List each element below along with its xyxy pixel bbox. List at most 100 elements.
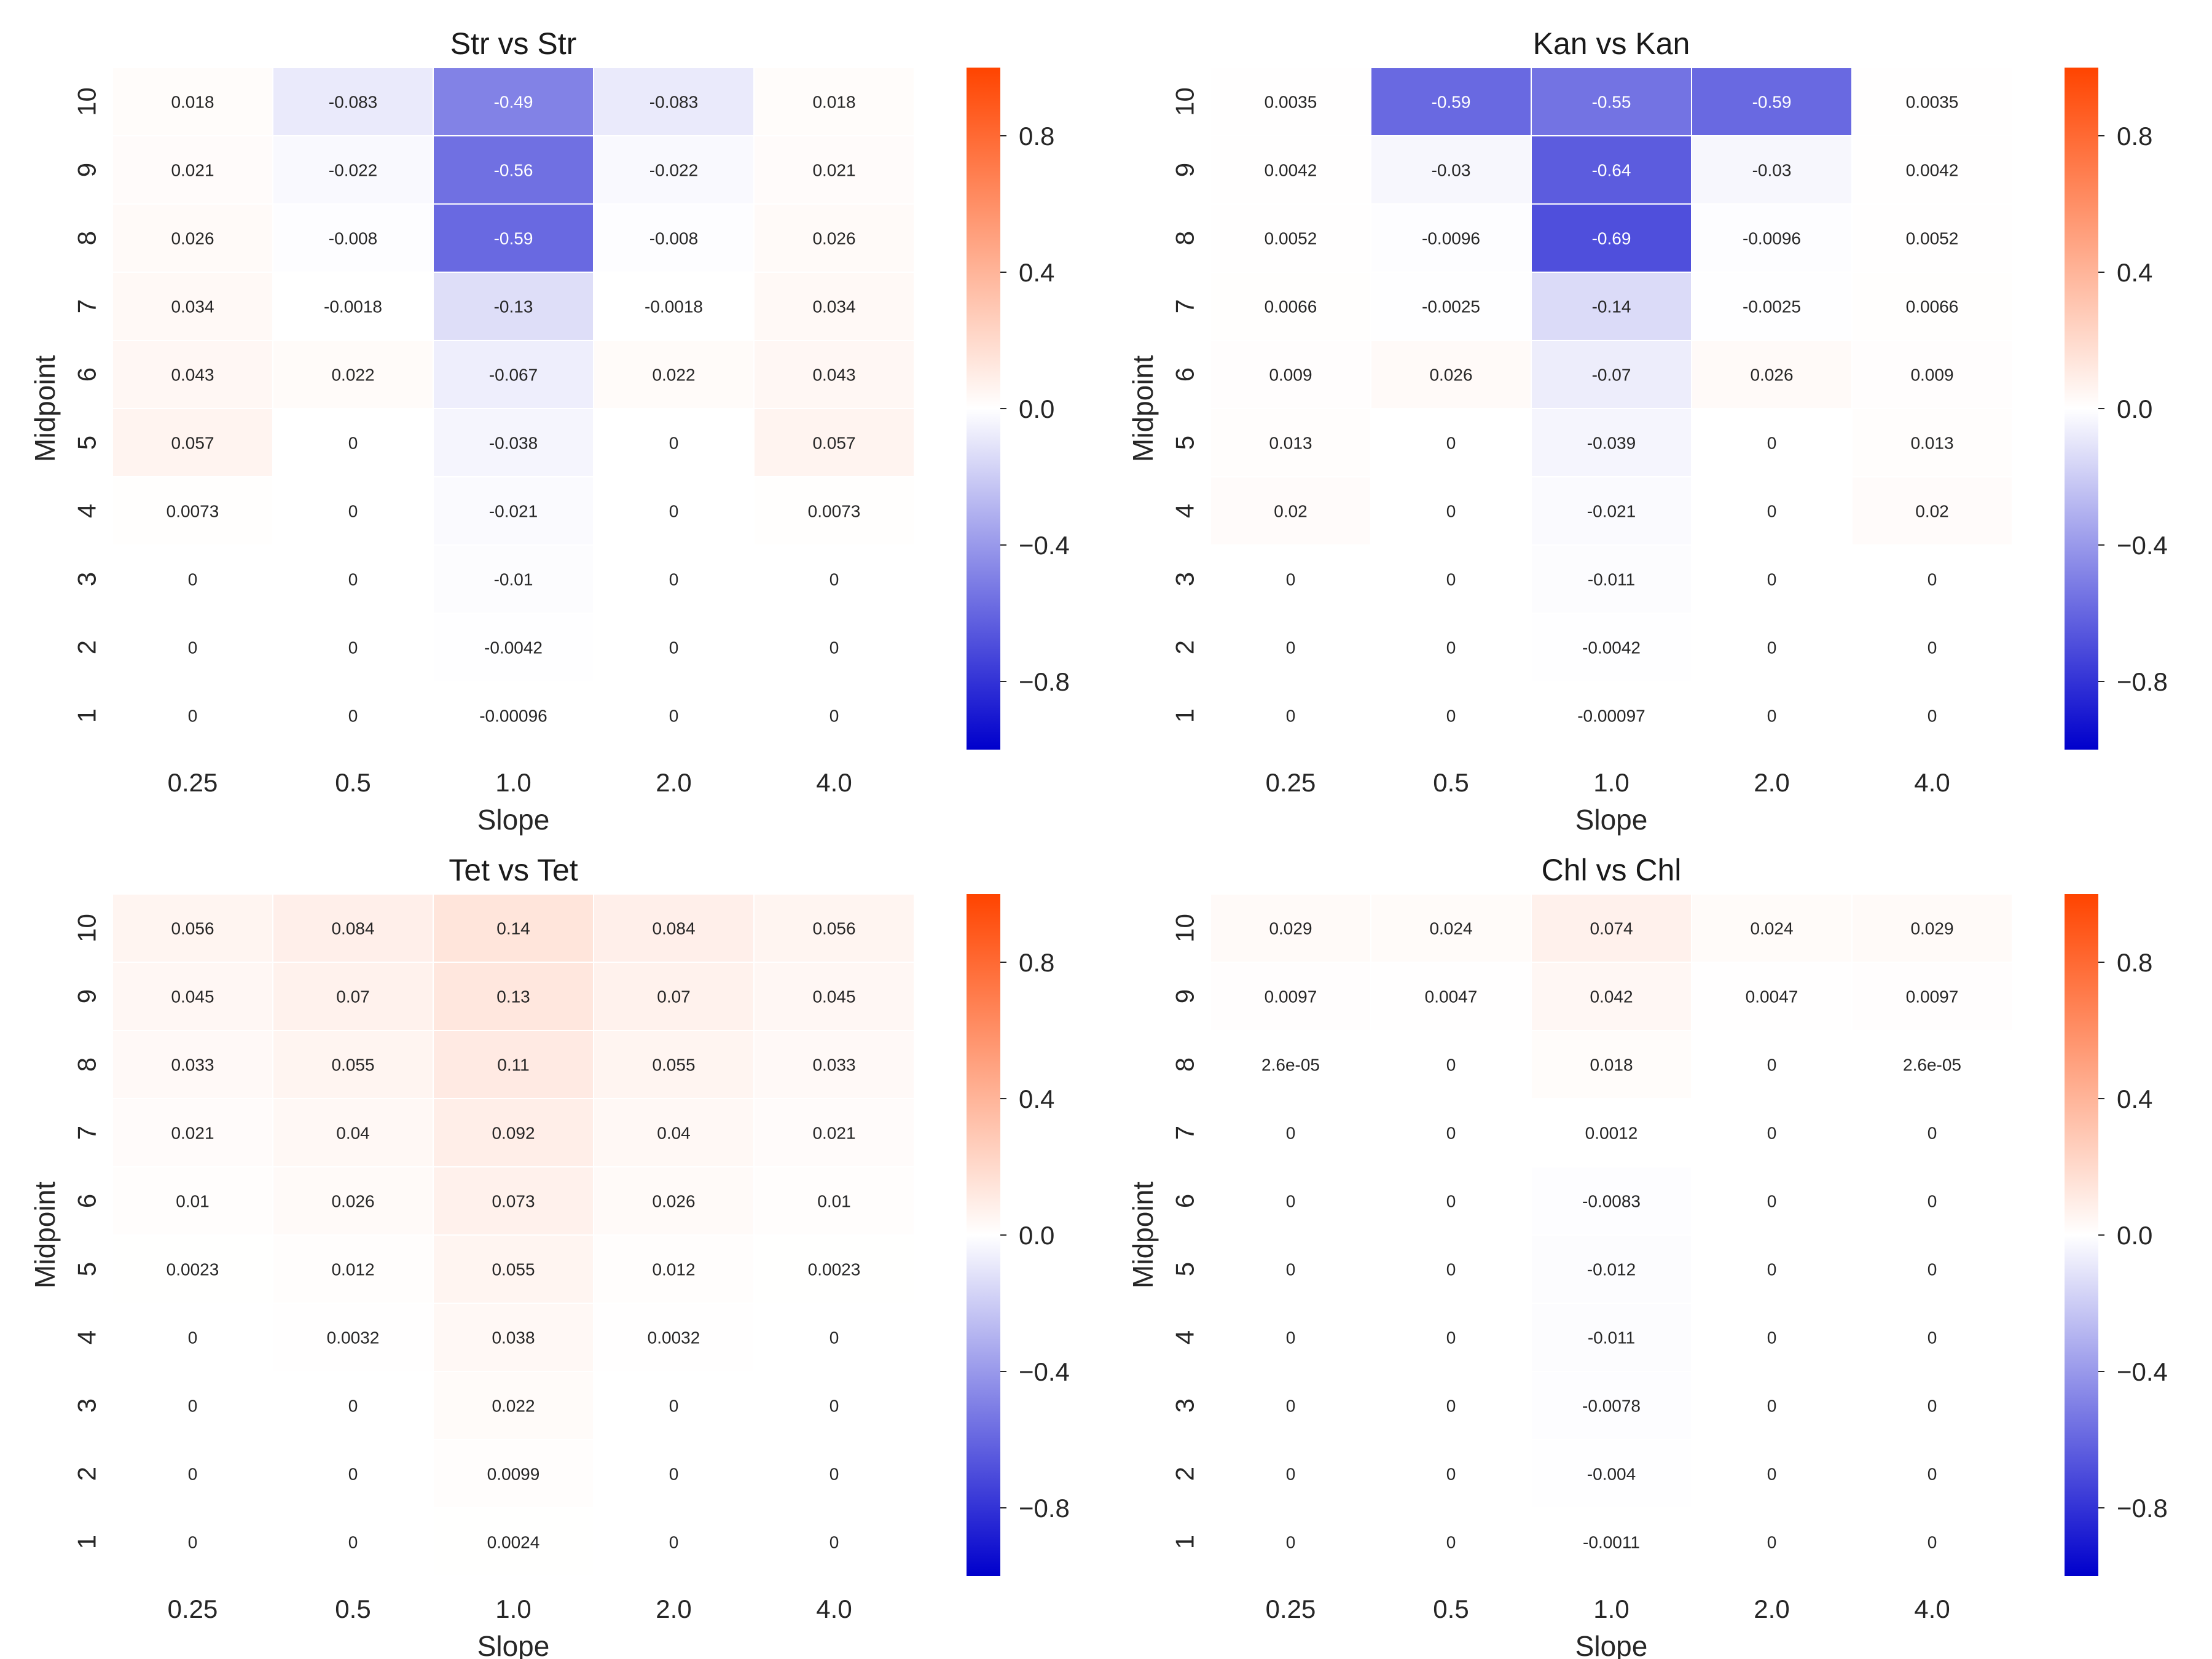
cell-value-label: -0.03 bbox=[1752, 161, 1792, 180]
cell-value-label: 0.057 bbox=[812, 434, 855, 453]
cell-value-label: 0 bbox=[1767, 1124, 1777, 1143]
heatmap-cell bbox=[593, 1030, 755, 1099]
cell-value-label: 0 bbox=[1286, 1192, 1296, 1211]
heatmap-cell bbox=[1531, 962, 1692, 1031]
x-tick-label: 4.0 bbox=[816, 1594, 852, 1623]
x-tick-label: 0.5 bbox=[1433, 1594, 1469, 1623]
cell-value-label: 0 bbox=[1286, 570, 1296, 589]
cell-value-label: 0 bbox=[830, 1397, 839, 1416]
heatmap-cell bbox=[272, 1098, 434, 1167]
heatmap-cell bbox=[593, 1234, 755, 1304]
cell-value-label: -0.039 bbox=[1587, 434, 1636, 453]
cell-value-label: 0.021 bbox=[171, 1124, 214, 1143]
heatmap-cell bbox=[112, 893, 273, 963]
cell-value-label: 0.042 bbox=[1590, 987, 1633, 1006]
colorbar bbox=[2065, 894, 2098, 1576]
cell-value-label: 0.0073 bbox=[808, 502, 861, 521]
heatmap-cell bbox=[1851, 67, 2013, 136]
cell-value-label: 0 bbox=[1928, 570, 1937, 589]
colorbar bbox=[2065, 68, 2098, 750]
cell-value-label: 0 bbox=[1446, 638, 1456, 657]
cell-value-label: 0.01 bbox=[176, 1192, 210, 1211]
cell-value-label: -0.0011 bbox=[1583, 1533, 1640, 1552]
heatmap-cell bbox=[1210, 408, 1371, 477]
y-tick-label: 9 bbox=[1171, 163, 1199, 177]
heatmap-cell bbox=[272, 613, 434, 682]
y-tick-label: 4 bbox=[1171, 504, 1199, 518]
y-tick-label: 10 bbox=[73, 87, 101, 116]
cell-value-label: 0 bbox=[348, 1397, 358, 1416]
y-tick-label: 6 bbox=[73, 1194, 101, 1208]
colorbar-tick-label: −0.4 bbox=[1019, 1357, 1070, 1386]
heatmap-cell bbox=[433, 340, 594, 409]
cell-value-label: -0.008 bbox=[329, 229, 377, 248]
cell-value-label: 0 bbox=[669, 1533, 679, 1552]
cell-value-label: -0.49 bbox=[494, 93, 533, 112]
heatmap-cell bbox=[1691, 893, 1853, 963]
heatmap-cell bbox=[1691, 1030, 1853, 1099]
heatmap-cell bbox=[1691, 544, 1853, 614]
cell-value-label: -0.59 bbox=[1432, 93, 1471, 112]
cell-value-label: 0 bbox=[1767, 1328, 1777, 1347]
cell-value-label: 0 bbox=[188, 1465, 198, 1484]
y-tick-label: 1 bbox=[1171, 1535, 1199, 1549]
cell-value-label: 0.073 bbox=[492, 1192, 535, 1211]
cell-value-label: -0.0042 bbox=[484, 638, 543, 657]
heatmap-cell bbox=[753, 476, 915, 546]
cell-value-label: 0 bbox=[1928, 1533, 1937, 1552]
cell-value-label: 0.0052 bbox=[1906, 229, 1959, 248]
x-tick-label: 0.5 bbox=[335, 768, 371, 797]
x-tick-label: 0.25 bbox=[168, 768, 218, 797]
cell-value-label: 0.13 bbox=[496, 987, 530, 1006]
cell-value-label: 0 bbox=[188, 1328, 198, 1347]
heatmap-cell bbox=[1370, 1371, 1532, 1440]
heatmap-cell bbox=[1370, 1166, 1532, 1236]
cell-value-label: 0.026 bbox=[171, 229, 214, 248]
cell-value-label: 0.0066 bbox=[1265, 297, 1317, 316]
heatmap-cell bbox=[1851, 1371, 2013, 1440]
y-tick-label: 5 bbox=[1171, 1262, 1199, 1276]
cell-value-label: 0 bbox=[830, 1328, 839, 1347]
heatmap-cell bbox=[593, 272, 755, 341]
cell-value-label: 0 bbox=[1446, 1124, 1456, 1143]
heatmap-cell bbox=[1531, 1507, 1692, 1577]
cell-value-label: 0.11 bbox=[497, 1056, 529, 1075]
cell-value-label: 0 bbox=[188, 1533, 198, 1552]
chart-title: Kan vs Kan bbox=[1533, 26, 1690, 61]
cell-value-label: 0 bbox=[188, 1397, 198, 1416]
heatmap-cell bbox=[1691, 1303, 1853, 1372]
heatmap-cell bbox=[753, 544, 915, 614]
heatmap-cell bbox=[1851, 476, 2013, 546]
cell-value-label: 0 bbox=[1928, 707, 1937, 726]
y-tick-label: 10 bbox=[1171, 914, 1199, 943]
x-tick-label: 1.0 bbox=[495, 768, 531, 797]
cell-value-label: 0 bbox=[348, 502, 358, 521]
heatmap-cell bbox=[1691, 1166, 1853, 1236]
cell-value-label: 0 bbox=[1286, 707, 1296, 726]
heatmap-cell bbox=[1210, 613, 1371, 682]
colorbar-tick-label: 0.0 bbox=[1019, 1221, 1054, 1250]
heatmap-cell bbox=[1851, 893, 2013, 963]
cell-value-label: 0.018 bbox=[812, 93, 855, 112]
heatmap-cell bbox=[112, 67, 273, 136]
y-tick-label: 8 bbox=[73, 1057, 101, 1072]
cell-value-label: 0 bbox=[1286, 1533, 1296, 1552]
cell-value-label: 0.0052 bbox=[1265, 229, 1317, 248]
colorbar-tick-label: 0.4 bbox=[2117, 1084, 2152, 1113]
heatmap-cell bbox=[272, 272, 434, 341]
cell-value-label: 0 bbox=[1767, 1397, 1777, 1416]
x-axis-label: Slope bbox=[477, 804, 550, 836]
heatmap-cell bbox=[1531, 681, 1692, 750]
heatmap-cell bbox=[433, 408, 594, 477]
cell-value-label: 0.026 bbox=[331, 1192, 374, 1211]
cell-value-label: 0 bbox=[1767, 707, 1777, 726]
x-axis-label: Slope bbox=[1575, 804, 1648, 836]
colorbar-tick-label: 0.4 bbox=[1019, 1084, 1054, 1113]
heatmap-cell bbox=[593, 1507, 755, 1577]
cell-value-label: 0 bbox=[348, 570, 358, 589]
cell-value-label: 0.0097 bbox=[1906, 987, 1959, 1006]
y-tick-label: 3 bbox=[1171, 1398, 1199, 1413]
cell-value-label: 0 bbox=[1446, 1465, 1456, 1484]
